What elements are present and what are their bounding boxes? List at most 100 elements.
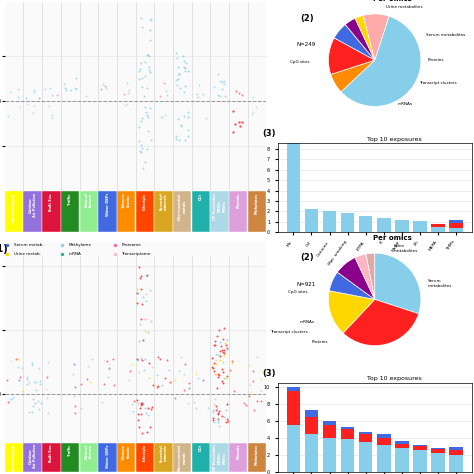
Point — [45, 102, 53, 110]
Point — [145, 67, 153, 74]
Point — [134, 416, 141, 423]
Point — [175, 71, 182, 78]
Point — [72, 383, 79, 391]
Point — [6, 88, 14, 96]
Point — [175, 136, 183, 144]
Point — [181, 112, 188, 120]
Point — [165, 366, 173, 374]
Text: Tobacco
Smoke: Tobacco Smoke — [122, 444, 130, 460]
Point — [221, 339, 229, 347]
Point — [145, 64, 153, 71]
Text: OCt: OCt — [199, 192, 203, 200]
Point — [140, 367, 147, 374]
Point — [145, 405, 152, 412]
Point — [41, 85, 49, 93]
Point — [142, 291, 149, 298]
Text: Transcriptome: Transcriptome — [121, 252, 151, 256]
Point — [142, 73, 149, 80]
Bar — [5, 191, 23, 232]
Bar — [191, 191, 210, 232]
Point — [142, 272, 149, 279]
Text: Outdoor
Air Pollution: Outdoor Air Pollution — [28, 192, 37, 217]
Point — [185, 379, 192, 386]
Point — [135, 123, 143, 131]
Point — [214, 91, 221, 99]
Point — [146, 68, 154, 76]
Point — [200, 90, 207, 98]
Point — [229, 128, 237, 136]
Point — [17, 103, 24, 110]
Point — [58, 241, 66, 249]
Bar — [413, 445, 427, 446]
Point — [210, 367, 218, 375]
Point — [102, 84, 110, 91]
Point — [171, 394, 179, 401]
Point — [77, 405, 85, 412]
Point — [30, 89, 38, 96]
Point — [22, 94, 30, 102]
Point — [135, 399, 142, 406]
Point — [84, 362, 91, 369]
Point — [140, 92, 147, 100]
Point — [252, 103, 260, 111]
Point — [146, 359, 153, 367]
Point — [247, 389, 255, 396]
Point — [72, 84, 79, 91]
Bar — [431, 453, 445, 472]
Point — [257, 375, 265, 383]
Wedge shape — [337, 257, 375, 300]
Point — [236, 122, 244, 130]
Bar — [305, 410, 318, 417]
Point — [147, 405, 155, 413]
Bar — [413, 446, 427, 450]
Text: OCt: OCt — [199, 444, 203, 451]
Point — [194, 93, 201, 100]
Point — [249, 110, 256, 118]
Text: Methylome: Methylome — [69, 243, 92, 247]
Point — [219, 358, 227, 366]
Point — [214, 415, 222, 423]
Bar — [449, 228, 463, 232]
Point — [166, 378, 173, 385]
Point — [141, 158, 149, 165]
Wedge shape — [328, 38, 375, 74]
Point — [254, 397, 261, 405]
Point — [223, 372, 230, 380]
Bar — [305, 434, 318, 472]
Point — [125, 86, 132, 94]
Point — [144, 128, 152, 135]
Point — [4, 112, 11, 120]
Point — [128, 401, 136, 408]
Point — [210, 83, 218, 91]
Point — [139, 293, 146, 301]
Point — [219, 365, 226, 373]
Point — [238, 91, 246, 99]
Point — [212, 371, 219, 378]
Bar — [80, 191, 98, 232]
Point — [138, 23, 146, 31]
Point — [184, 67, 191, 75]
Point — [155, 382, 162, 390]
Bar — [61, 191, 79, 232]
Text: Urine
metabolites: Urine metabolites — [393, 244, 418, 253]
Point — [141, 103, 148, 110]
Point — [184, 113, 192, 120]
Point — [218, 343, 225, 350]
Point — [109, 356, 117, 363]
Point — [176, 84, 184, 91]
Point — [214, 370, 222, 378]
Point — [210, 359, 218, 366]
Point — [135, 369, 143, 376]
Bar — [323, 211, 337, 232]
Point — [227, 366, 234, 374]
Point — [137, 117, 145, 125]
Point — [217, 338, 224, 346]
Point — [14, 364, 22, 371]
Point — [111, 250, 118, 258]
Point — [219, 348, 227, 356]
Point — [146, 15, 154, 23]
Point — [231, 120, 238, 128]
Point — [9, 393, 17, 401]
Text: (1): (1) — [0, 244, 8, 254]
Point — [148, 136, 155, 144]
